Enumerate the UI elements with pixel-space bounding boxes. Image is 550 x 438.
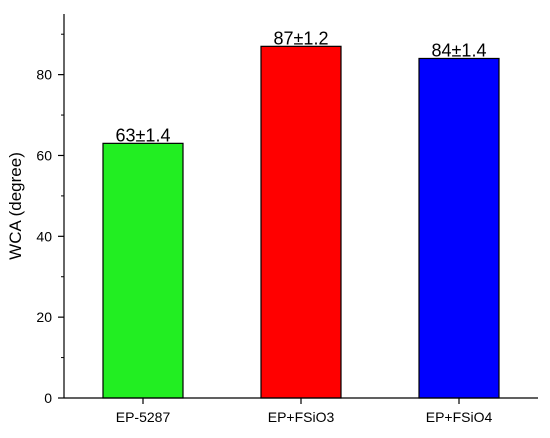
y-tick-label: 0 [44,390,52,406]
y-tick-label: 40 [36,228,52,244]
data-labels-group: 63±1.4 87±1.2 84±1.4 [116,28,487,145]
y-tick-label: 20 [36,309,52,325]
data-label-2: 87±1.2 [274,28,329,48]
y-axis-title: WCA (degree) [6,152,25,260]
data-label-1: 63±1.4 [116,125,171,145]
bars-group [102,45,500,399]
bar-1 [102,142,184,399]
x-tick-label: EP-5287 [116,409,171,425]
y-tick-label: 80 [36,67,52,83]
x-axis: EP-5287 EP+FSiO3 EP+FSiO4 [64,397,538,425]
x-tick-label: EP+FSiO3 [268,409,335,425]
bar-3 [418,57,500,399]
data-label-3: 84±1.4 [432,40,487,60]
y-axis: 0 20 40 60 80 [36,14,65,406]
bar-2 [260,45,342,399]
y-tick-label: 60 [36,147,52,163]
x-tick-label: EP+FSiO4 [426,409,493,425]
